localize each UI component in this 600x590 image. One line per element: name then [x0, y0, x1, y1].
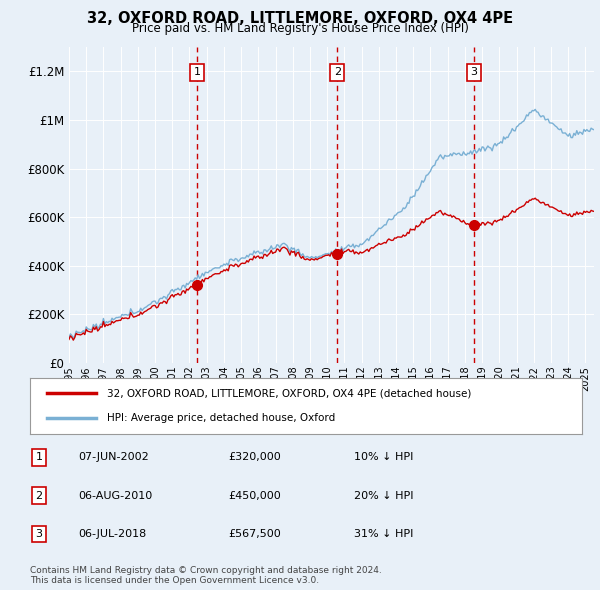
Text: £320,000: £320,000	[228, 453, 281, 462]
Text: 3: 3	[470, 67, 477, 77]
Text: 1: 1	[194, 67, 200, 77]
Text: £567,500: £567,500	[228, 529, 281, 539]
Text: 06-JUL-2018: 06-JUL-2018	[78, 529, 146, 539]
Text: 31% ↓ HPI: 31% ↓ HPI	[354, 529, 413, 539]
Text: Contains HM Land Registry data © Crown copyright and database right 2024.
This d: Contains HM Land Registry data © Crown c…	[30, 566, 382, 585]
Text: 20% ↓ HPI: 20% ↓ HPI	[354, 491, 413, 500]
Text: £450,000: £450,000	[228, 491, 281, 500]
Text: 3: 3	[35, 529, 43, 539]
Text: 1: 1	[35, 453, 43, 462]
Text: HPI: Average price, detached house, Oxford: HPI: Average price, detached house, Oxfo…	[107, 413, 335, 423]
Text: 2: 2	[35, 491, 43, 500]
Text: 07-JUN-2002: 07-JUN-2002	[78, 453, 149, 462]
Text: 32, OXFORD ROAD, LITTLEMORE, OXFORD, OX4 4PE (detached house): 32, OXFORD ROAD, LITTLEMORE, OXFORD, OX4…	[107, 388, 472, 398]
Text: 06-AUG-2010: 06-AUG-2010	[78, 491, 152, 500]
Text: 10% ↓ HPI: 10% ↓ HPI	[354, 453, 413, 462]
Text: Price paid vs. HM Land Registry's House Price Index (HPI): Price paid vs. HM Land Registry's House …	[131, 22, 469, 35]
Text: 2: 2	[334, 67, 341, 77]
Text: 32, OXFORD ROAD, LITTLEMORE, OXFORD, OX4 4PE: 32, OXFORD ROAD, LITTLEMORE, OXFORD, OX4…	[87, 11, 513, 25]
